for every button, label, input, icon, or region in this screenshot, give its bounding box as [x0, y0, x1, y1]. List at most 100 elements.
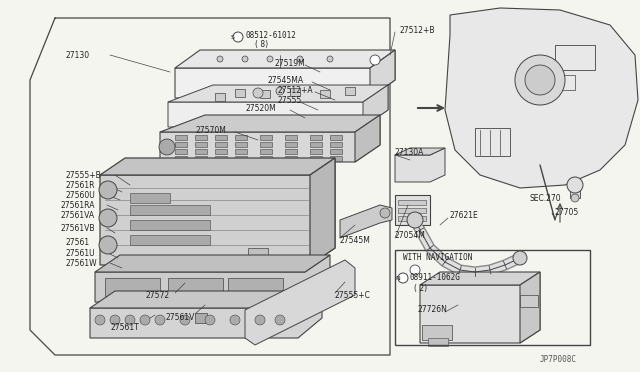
Bar [130, 220, 210, 230]
Polygon shape [175, 50, 395, 68]
Bar [235, 156, 247, 161]
Text: ( 8): ( 8) [255, 39, 268, 48]
Bar [215, 149, 227, 154]
Bar [235, 135, 247, 140]
Bar [310, 135, 322, 140]
Bar [215, 135, 227, 140]
Text: 27561R: 27561R [65, 180, 95, 189]
Circle shape [205, 315, 215, 325]
Bar [570, 190, 580, 198]
Bar [285, 135, 297, 140]
Polygon shape [90, 291, 322, 338]
Bar [345, 87, 355, 95]
Bar [285, 142, 297, 147]
Polygon shape [420, 272, 540, 285]
Bar [195, 149, 207, 154]
Bar [215, 156, 227, 161]
Text: SEC.270: SEC.270 [530, 193, 562, 202]
Text: N: N [396, 276, 401, 280]
Text: 27555: 27555 [278, 96, 302, 105]
Polygon shape [90, 291, 322, 308]
Text: 27726N: 27726N [418, 305, 448, 314]
Bar [555, 45, 595, 70]
Bar [330, 142, 342, 147]
Polygon shape [175, 50, 395, 98]
Bar [285, 149, 297, 154]
Circle shape [155, 315, 165, 325]
Text: 27561T: 27561T [110, 324, 139, 333]
Text: 27519M: 27519M [275, 58, 306, 67]
Text: 27561U: 27561U [65, 248, 95, 257]
Text: 08512-61012: 08512-61012 [245, 31, 296, 39]
Circle shape [99, 181, 117, 199]
Circle shape [327, 56, 333, 62]
Circle shape [407, 212, 423, 228]
Bar [475, 128, 510, 156]
Circle shape [242, 56, 248, 62]
Circle shape [525, 65, 555, 95]
Bar [215, 142, 227, 147]
Polygon shape [395, 148, 445, 182]
Bar [310, 149, 322, 154]
Circle shape [297, 56, 303, 62]
Text: JP7P008C: JP7P008C [540, 356, 577, 365]
Bar [235, 149, 247, 154]
Bar [235, 89, 245, 97]
Polygon shape [168, 85, 388, 127]
Circle shape [253, 88, 263, 98]
Text: 27512+B: 27512+B [400, 26, 435, 35]
Text: 27570M: 27570M [195, 125, 226, 135]
Text: 27572: 27572 [145, 291, 169, 299]
Bar [398, 200, 426, 205]
Circle shape [140, 315, 150, 325]
Polygon shape [520, 272, 540, 343]
Bar [175, 156, 187, 161]
Text: 27561W: 27561W [65, 259, 97, 267]
Bar [195, 135, 207, 140]
Circle shape [398, 273, 408, 283]
Text: ( 2): ( 2) [414, 283, 427, 292]
Text: WITH NAVIGATION: WITH NAVIGATION [403, 253, 472, 263]
Circle shape [275, 315, 285, 325]
Polygon shape [168, 85, 388, 102]
Bar [310, 156, 322, 161]
Bar [260, 149, 272, 154]
Bar [260, 90, 270, 98]
Circle shape [217, 56, 223, 62]
Bar [320, 90, 330, 98]
Bar [248, 248, 268, 256]
Polygon shape [100, 158, 335, 175]
Text: 27621E: 27621E [450, 211, 479, 219]
Bar [330, 156, 342, 161]
Bar [290, 88, 300, 96]
Text: 27545MA: 27545MA [268, 76, 304, 84]
Circle shape [513, 251, 527, 265]
Polygon shape [445, 8, 638, 188]
Circle shape [571, 194, 579, 202]
Bar [168, 278, 223, 296]
Text: 27561RA: 27561RA [60, 201, 95, 209]
Polygon shape [100, 158, 335, 265]
Polygon shape [160, 115, 380, 132]
Bar [398, 216, 426, 221]
Text: 27130: 27130 [65, 51, 89, 60]
Circle shape [99, 236, 117, 254]
Polygon shape [160, 115, 380, 162]
Bar [260, 135, 272, 140]
Polygon shape [395, 148, 445, 155]
Bar [130, 193, 170, 203]
Polygon shape [95, 255, 330, 272]
Polygon shape [245, 260, 355, 345]
Text: 27561VA: 27561VA [60, 211, 94, 219]
Circle shape [110, 315, 120, 325]
Circle shape [267, 56, 273, 62]
Bar [260, 142, 272, 147]
Polygon shape [363, 85, 388, 127]
Bar [130, 205, 210, 215]
Circle shape [125, 315, 135, 325]
Circle shape [233, 32, 243, 42]
Text: 27054M: 27054M [395, 231, 426, 240]
Polygon shape [95, 255, 330, 302]
Bar [175, 149, 187, 154]
Circle shape [515, 55, 565, 105]
